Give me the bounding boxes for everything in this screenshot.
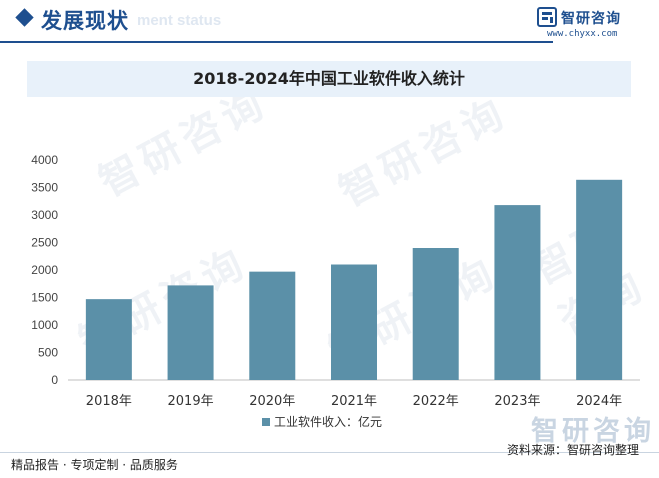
bar xyxy=(576,179,623,380)
x-tick-label: 2023年 xyxy=(494,394,540,409)
y-tick-label: 2500 xyxy=(31,236,58,250)
x-tick-label: 2024年 xyxy=(576,394,622,409)
x-tick-label: 2019年 xyxy=(168,394,214,409)
y-tick-label: 3500 xyxy=(31,181,58,195)
y-tick-label: 2000 xyxy=(31,263,58,277)
legend-swatch xyxy=(262,418,270,426)
bar xyxy=(331,264,377,380)
brand-name: 智研咨询 xyxy=(561,11,621,27)
x-tick-label: 2022年 xyxy=(413,394,459,409)
bar xyxy=(85,299,132,380)
brand-url: www.chyxx.com xyxy=(547,29,618,39)
y-tick-label: 4000 xyxy=(31,153,58,167)
legend-label: 工业软件收入：亿元 xyxy=(274,414,382,429)
watermark-logo-text: 智研咨询 xyxy=(531,416,655,447)
footer-slogan: 精品报告 · 专项定制 · 品质服务 xyxy=(11,458,178,472)
header-divider xyxy=(0,41,553,43)
page-header: ment status 发展现状 xyxy=(0,0,659,44)
header-subtitle: ment status xyxy=(137,12,222,29)
x-tick-label: 2021年 xyxy=(331,394,377,409)
brand-logo-block: 智研咨询 www.chyxx.com xyxy=(537,6,647,42)
footer-divider xyxy=(0,452,659,453)
bar xyxy=(249,271,296,380)
y-tick-label: 0 xyxy=(51,373,58,387)
bar xyxy=(167,285,214,380)
diamond-icon xyxy=(15,8,34,27)
y-tick-label: 3000 xyxy=(31,208,58,222)
y-tick-label: 1500 xyxy=(31,291,58,305)
y-tick-label: 500 xyxy=(38,346,58,360)
bar xyxy=(494,205,541,380)
bar xyxy=(412,248,459,380)
chart-title-band: 2018-2024年中国工业软件收入统计 xyxy=(27,61,631,97)
source-note: 资料来源：智研咨询整理 xyxy=(507,443,640,457)
brand-logo-icon xyxy=(537,7,557,27)
page-title: 发展现状 xyxy=(41,9,129,33)
bar-chart: 0 500 1000 1500 2000 2500 3000 3500 4000 2018年 201… xyxy=(31,153,640,429)
x-tick-label: 2020年 xyxy=(249,394,295,409)
chart-title: 2018-2024年中国工业软件收入统计 xyxy=(193,69,465,88)
y-tick-label: 1000 xyxy=(31,318,58,332)
x-tick-label: 2018年 xyxy=(86,394,132,409)
